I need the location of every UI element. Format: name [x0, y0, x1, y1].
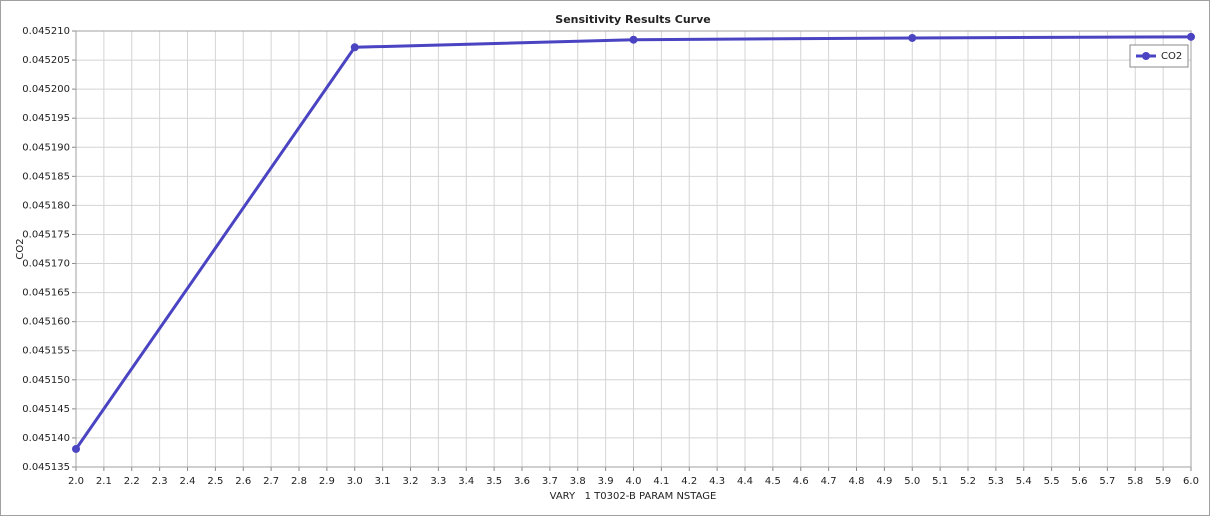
- x-tick-label: 3.0: [347, 476, 363, 487]
- x-tick-label: 5.4: [1016, 476, 1032, 487]
- x-tick-label: 3.7: [542, 476, 558, 487]
- x-tick-label: 5.2: [960, 476, 976, 487]
- y-tick-label: 0.045200: [22, 84, 70, 95]
- x-tick-label: 5.3: [988, 476, 1004, 487]
- y-tick-label: 0.045155: [22, 346, 70, 357]
- chart-title: Sensitivity Results Curve: [555, 13, 710, 26]
- data-point: [72, 444, 80, 453]
- x-tick-label: 3.1: [375, 476, 391, 487]
- x-tick-label: 3.3: [430, 476, 446, 487]
- x-tick-label: 2.0: [68, 476, 84, 487]
- legend-marker: [1142, 52, 1150, 60]
- y-tick-label: 0.045160: [22, 317, 70, 328]
- x-tick-label: 4.3: [709, 476, 725, 487]
- y-tick-label: 0.045210: [22, 26, 70, 37]
- x-tick-label: 4.8: [849, 476, 865, 487]
- y-tick-label: 0.045145: [22, 404, 70, 415]
- x-tick-label: 4.7: [821, 476, 837, 487]
- x-tick-label: 2.9: [319, 476, 335, 487]
- x-tick-label: 4.2: [681, 476, 697, 487]
- x-tick-label: 2.6: [235, 476, 251, 487]
- y-axis-label: CO2: [15, 238, 26, 259]
- y-tick-label: 0.045175: [22, 229, 70, 240]
- x-tick-label: 3.5: [486, 476, 502, 487]
- plot-border: [75, 30, 1192, 468]
- x-tick-label: 2.5: [207, 476, 223, 487]
- x-tick-label: 5.7: [1099, 476, 1115, 487]
- data-point: [629, 35, 638, 44]
- x-tick-label: 3.4: [458, 476, 474, 487]
- x-tick-label: 2.2: [124, 476, 140, 487]
- y-tick-label: 0.045205: [22, 55, 70, 66]
- y-tick-label: 0.045140: [22, 433, 70, 444]
- x-tick-label: 4.1: [653, 476, 669, 487]
- data-point: [1187, 32, 1195, 41]
- x-tick-label: 2.3: [152, 476, 168, 487]
- x-tick-label: 5.6: [1072, 476, 1088, 487]
- x-tick-label: 4.5: [765, 476, 781, 487]
- y-tick-label: 0.045190: [22, 142, 70, 153]
- legend-label: CO2: [1161, 51, 1182, 62]
- x-tick-label: 3.8: [570, 476, 586, 487]
- x-tick-label: 3.9: [598, 476, 614, 487]
- data-point: [350, 43, 359, 52]
- y-tick-label: 0.045150: [22, 375, 70, 386]
- legend: CO2: [1129, 44, 1189, 68]
- x-tick-label: 5.9: [1155, 476, 1171, 487]
- x-tick-label: 3.2: [403, 476, 419, 487]
- x-tick-label: 2.1: [96, 476, 112, 487]
- x-tick-label: 2.8: [291, 476, 307, 487]
- y-tick-label: 0.045165: [22, 288, 70, 299]
- x-tick-label: 5.1: [932, 476, 948, 487]
- legend-box: [1129, 44, 1189, 68]
- y-tick-label: 0.045180: [22, 200, 70, 211]
- x-tick-label: 3.6: [514, 476, 530, 487]
- x-axis-label: VARY 1 T0302-B PARAM NSTAGE: [550, 491, 717, 502]
- x-tick-label: 2.7: [263, 476, 279, 487]
- x-tick-label: 4.6: [793, 476, 809, 487]
- x-tick-label: 2.4: [180, 476, 196, 487]
- data-point: [908, 33, 917, 42]
- x-tick-label: 6.0: [1183, 476, 1199, 487]
- x-tick-label: 4.0: [626, 476, 642, 487]
- x-tick-label: 5.5: [1044, 476, 1060, 487]
- x-tick-label: 5.8: [1127, 476, 1143, 487]
- x-tick-label: 4.4: [737, 476, 753, 487]
- y-tick-label: 0.045170: [22, 259, 70, 270]
- y-tick-label: 0.045195: [22, 113, 70, 124]
- y-tick-label: 0.045185: [22, 171, 70, 182]
- x-tick-label: 5.0: [904, 476, 920, 487]
- y-tick-label: 0.045135: [22, 462, 70, 473]
- x-tick-label: 4.9: [876, 476, 892, 487]
